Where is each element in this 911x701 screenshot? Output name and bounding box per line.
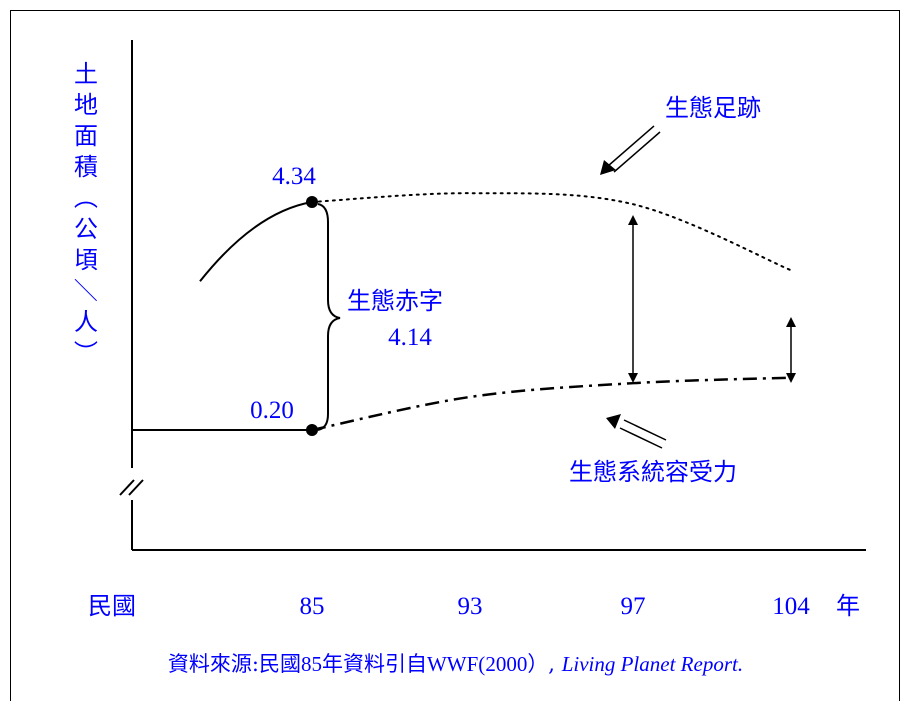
x-tick-label-85: 85 [300,593,325,620]
point-0-20 [306,424,318,436]
y-axis-label-char: 頃 [74,246,98,274]
y-axis-label-char: 積 [74,153,98,181]
x-tick-label-97: 97 [621,593,646,620]
series-label-capacity: 生態系統容受力 [569,458,737,486]
x-tick-label-104: 104 [772,593,810,620]
source-year: 85 [300,652,322,676]
x-axis-prefix: 民國 [88,592,136,620]
series-line-footprint [311,192,792,272]
y-axis-label-char: 面 [74,122,98,150]
history-line [199,201,313,282]
source-prefix: 資料來源:民國 [167,652,301,676]
x-tick-labels: 85 93 97 104 [300,593,811,620]
y-axis-label-char: 公 [74,215,98,243]
source-close: ）, [527,652,555,676]
footprint-callout-arrow [600,125,661,175]
source-middle: 年資料引自 [321,652,427,676]
deficit-value: 4.14 [388,324,432,351]
point-label-4-34: 4.34 [272,163,316,190]
x-tick-label-93: 93 [458,593,483,620]
source-note: 資料來源:民國85年資料引自WWF(2000）, Living Planet R… [0,648,911,678]
y-axis-label-char: （ [71,185,99,209]
source-report: Living Planet Report. [561,652,744,676]
axis-break-mark [119,479,144,496]
y-axis-label-char: 人 [74,308,98,336]
deficit-label: 生態赤字 [347,287,443,315]
capacity-callout-arrow [606,414,667,449]
source-org: WWF( [426,652,486,676]
y-axis-label-char: ） [71,340,99,364]
x-axis-suffix: 年 [836,592,860,620]
figure-frame [10,10,900,701]
series-line-capacity [311,376,792,432]
y-axis-label-char: 地 [74,91,98,119]
point-4-34 [306,196,318,208]
y-axis-label-char: 土 [74,60,98,88]
series-label-footprint: 生態足跡 [665,94,761,122]
deficit-brace [317,203,341,431]
y-axis-label-char: ／ [71,278,99,302]
point-label-0-20: 0.20 [250,397,294,424]
source-org-year: 2000 [485,652,528,676]
